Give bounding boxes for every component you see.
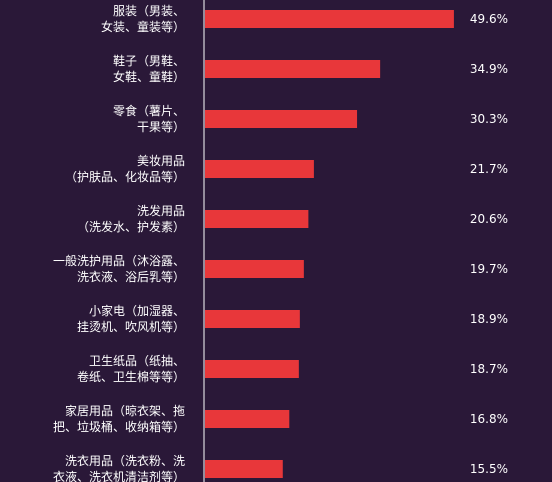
bar [205,60,381,78]
value-label: 16.8% [470,412,508,426]
value-label: 18.9% [470,312,508,326]
bar [205,310,300,328]
category-label: 洗衣用品（洗衣粉、洗 [65,453,185,468]
value-label: 19.7% [470,262,508,276]
category-label: 挂烫机、吹风机等） [77,320,185,334]
category-label: 洗衣液、浴后乳等） [77,269,185,284]
category-label: 鞋子（男鞋、 [113,53,185,68]
category-label: 衣液、洗衣机清洁剂等） [53,469,185,482]
value-label: 30.3% [470,112,508,126]
bar [205,110,358,128]
category-label: 干果等） [137,120,185,134]
category-label: 卫生纸品（纸抽、 [89,354,185,368]
value-label: 18.7% [470,362,508,376]
bar [205,210,309,228]
category-label: （洗发水、护发素） [77,219,185,234]
bar [205,10,454,28]
category-label: 把、垃圾桶、收纳箱等） [53,419,185,434]
bar [205,460,283,478]
category-label: 零食（薯片、 [113,103,185,118]
bar [205,260,304,278]
category-label: 女装、童装等） [101,19,185,34]
category-label: （护肤品、化妆品等） [65,169,185,184]
value-label: 49.6% [470,12,508,26]
category-label: 一般洗护用品（沐浴露、 [53,253,185,268]
category-label: 小家电（加湿器、 [89,303,185,318]
bar [205,360,299,378]
value-label: 15.5% [470,462,508,476]
bar [205,160,314,178]
category-label: 美妆用品 [137,154,185,168]
category-label: 卷纸、卫生棉等等） [77,369,185,384]
category-label: 家居用品（晾衣架、拖 [65,403,185,418]
value-label: 20.6% [470,212,508,226]
value-label: 21.7% [470,162,508,176]
category-label: 服装（男装、 [113,4,185,18]
category-label: 女鞋、童鞋） [113,69,185,84]
category-label: 洗发用品 [137,203,185,218]
bar [205,410,290,428]
value-label: 34.9% [470,62,508,76]
